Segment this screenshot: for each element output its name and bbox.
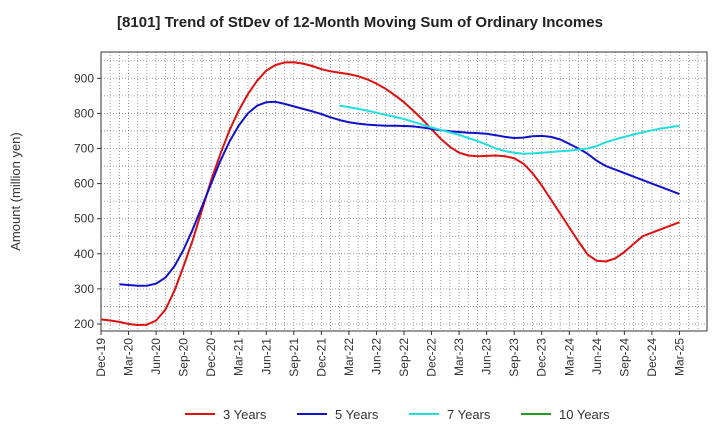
x-tick-label: Jun-22 xyxy=(369,338,383,375)
x-tick-label: Sep-24 xyxy=(617,338,631,377)
x-tick-label: Mar-22 xyxy=(342,338,356,376)
x-tick-label: Sep-23 xyxy=(507,338,521,377)
y-tick-label: 300 xyxy=(74,282,94,296)
y-axis-label: Amount (million yen) xyxy=(8,132,23,251)
x-tick-label: Mar-21 xyxy=(232,338,246,376)
plot-area xyxy=(101,52,707,331)
series-line-7-years xyxy=(339,104,680,155)
x-tick-label: Jun-21 xyxy=(259,338,273,375)
x-tick-label: Dec-21 xyxy=(314,338,328,377)
y-tick-label: 600 xyxy=(74,177,94,191)
chart-title: [8101] Trend of StDev of 12-Month Moving… xyxy=(117,14,603,31)
legend-label: 3 Years xyxy=(223,407,267,422)
x-tick-label: Mar-25 xyxy=(672,338,686,376)
y-tick-label: 900 xyxy=(74,71,94,85)
x-tick-label: Dec-20 xyxy=(204,338,218,377)
x-tick-label: Jun-23 xyxy=(480,338,494,375)
y-tick-label: 200 xyxy=(74,317,94,331)
x-tick-label: Jun-24 xyxy=(590,338,604,375)
y-tick-label: 700 xyxy=(74,142,94,156)
x-tick-label: Dec-19 xyxy=(94,338,108,377)
x-tick-label: Mar-24 xyxy=(562,338,576,376)
x-tick-label: Mar-23 xyxy=(452,338,466,376)
legend-label: 10 Years xyxy=(559,407,610,422)
y-tick-label: 800 xyxy=(74,106,94,120)
x-tick-label: Mar-20 xyxy=(122,338,136,376)
legend-label: 5 Years xyxy=(335,407,379,422)
x-tick-label: Dec-23 xyxy=(535,338,549,377)
series-line-3-years xyxy=(100,61,680,326)
x-tick-label: Jun-20 xyxy=(149,338,163,375)
x-tick-label: Sep-22 xyxy=(397,338,411,377)
x-tick-label: Sep-21 xyxy=(287,338,301,377)
series-line-5-years xyxy=(119,100,680,287)
y-tick-label: 500 xyxy=(74,212,94,226)
x-tick-label: Dec-22 xyxy=(425,338,439,377)
x-tick-label: Sep-20 xyxy=(177,338,191,377)
x-tick-label: Dec-24 xyxy=(645,338,659,377)
y-tick-label: 400 xyxy=(74,247,94,261)
legend-label: 7 Years xyxy=(447,407,491,422)
